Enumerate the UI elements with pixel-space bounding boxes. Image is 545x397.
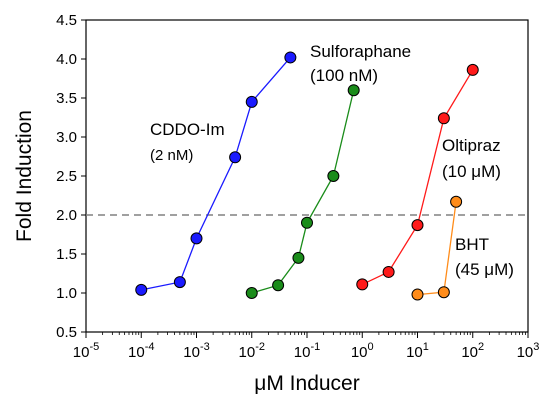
data-point-cddo-im [173, 276, 186, 289]
data-point-sulforaphane [347, 84, 360, 97]
annotation-oltipraz: Oltipraz (10 μM) [442, 136, 501, 181]
y-tick-label: 3.0 [56, 129, 77, 146]
series-layer [135, 51, 479, 301]
y-tick-label: 4.0 [56, 51, 77, 68]
x-tick-base: 10 [128, 344, 145, 361]
x-tick-exponent: -5 [89, 341, 99, 353]
x-tick-base: 10 [351, 344, 368, 361]
data-point-oltipraz [411, 219, 424, 232]
series-oltipraz [356, 63, 479, 291]
annotation-oltipraz-detail-prefix: (10 [442, 162, 471, 181]
annotation-cddo-im-detail: (2 nM) [150, 147, 193, 164]
annotation-sulforaphane-name: Sulforaphane [310, 42, 411, 61]
y-tick-label: 4.5 [56, 12, 77, 29]
series-bht [411, 195, 463, 301]
data-point-cddo-im [135, 283, 148, 296]
x-tick-exponent: 2 [478, 341, 484, 353]
series-line-cddo-im [141, 56, 291, 291]
x-tick-base: 10 [461, 344, 478, 361]
x-tick-label: 101 [406, 341, 429, 361]
annotation-bht-detail: (45 μM) [455, 260, 514, 279]
annotation-cddo-im: CDDO-Im (2 nM) [150, 120, 225, 164]
data-point-oltipraz [466, 63, 479, 76]
annotation-bht-detail-unit: μM) [484, 260, 514, 279]
series-cddo-im [135, 51, 297, 296]
x-tick-base: 10 [294, 344, 311, 361]
annotation-oltipraz-detail-unit: μM) [471, 162, 501, 181]
x-axis-title: μM Inducer [254, 372, 359, 395]
axis-ticks: 0.51.01.52.02.53.03.54.04.510-5 10-4 10-3 1… [56, 12, 539, 361]
data-point-cddo-im [245, 95, 258, 108]
series-line-sulforaphane [251, 90, 355, 294]
x-tick-exponent: 1 [423, 341, 429, 353]
x-tick-label: 10-4 [128, 341, 154, 361]
annotation-bht-name: BHT [455, 235, 489, 254]
annotation-oltipraz-name: Oltipraz [442, 136, 501, 155]
x-tick-label: 103 [517, 341, 540, 361]
data-point-sulforaphane [272, 279, 285, 292]
data-point-cddo-im [284, 51, 297, 64]
x-tick-exponent: 0 [368, 341, 374, 353]
series-sulforaphane [245, 84, 360, 299]
annotation-oltipraz-detail: (10 μM) [442, 162, 501, 181]
data-point-sulforaphane [301, 216, 313, 229]
annotation-sulforaphane: Sulforaphane (100 nM) [310, 42, 411, 85]
data-point-cddo-im [190, 232, 203, 245]
x-tick-label: 10-5 [73, 341, 99, 361]
x-tick-exponent: -3 [200, 341, 210, 353]
data-point-sulforaphane [245, 287, 258, 299]
y-tick-label: 1.5 [56, 246, 77, 263]
data-point-sulforaphane [327, 170, 340, 182]
y-tick-label: 1.0 [56, 285, 77, 302]
x-tick-exponent: -4 [145, 341, 155, 353]
data-point-sulforaphane [292, 251, 305, 264]
data-point-bht [437, 286, 450, 299]
x-tick-base: 10 [183, 344, 200, 361]
data-point-oltipraz [356, 278, 369, 291]
x-tick-exponent: -1 [310, 341, 320, 353]
x-tick-label: 10-3 [183, 341, 209, 361]
y-axis-title: Fold Induction [13, 110, 36, 242]
data-point-oltipraz [437, 112, 450, 125]
x-tick-label: 10-1 [294, 341, 320, 361]
x-tick-label: 100 [351, 341, 374, 361]
x-tick-base: 10 [239, 344, 256, 361]
data-point-cddo-im [229, 151, 242, 164]
x-tick-exponent: -2 [255, 341, 265, 353]
annotation-bht: BHT (45 μM) [455, 235, 514, 279]
annotation-cddo-im-name: CDDO-Im [150, 120, 225, 139]
annotation-sulforaphane-detail: (100 nM) [310, 66, 378, 85]
data-point-oltipraz [382, 265, 395, 278]
y-tick-label: 3.5 [56, 90, 77, 107]
y-tick-label: 0.5 [56, 324, 77, 341]
x-tick-exponent: 3 [533, 341, 539, 353]
annotation-bht-detail-prefix: (45 [455, 260, 484, 279]
x-tick-base: 10 [517, 344, 534, 361]
x-tick-label: 10-2 [239, 341, 265, 361]
y-tick-label: 2.5 [56, 168, 77, 185]
data-point-bht [450, 195, 463, 208]
data-point-bht [411, 288, 424, 301]
x-tick-base: 10 [73, 344, 90, 361]
y-tick-label: 2.0 [56, 207, 77, 224]
x-tick-label: 102 [461, 341, 484, 361]
x-tick-base: 10 [406, 344, 423, 361]
